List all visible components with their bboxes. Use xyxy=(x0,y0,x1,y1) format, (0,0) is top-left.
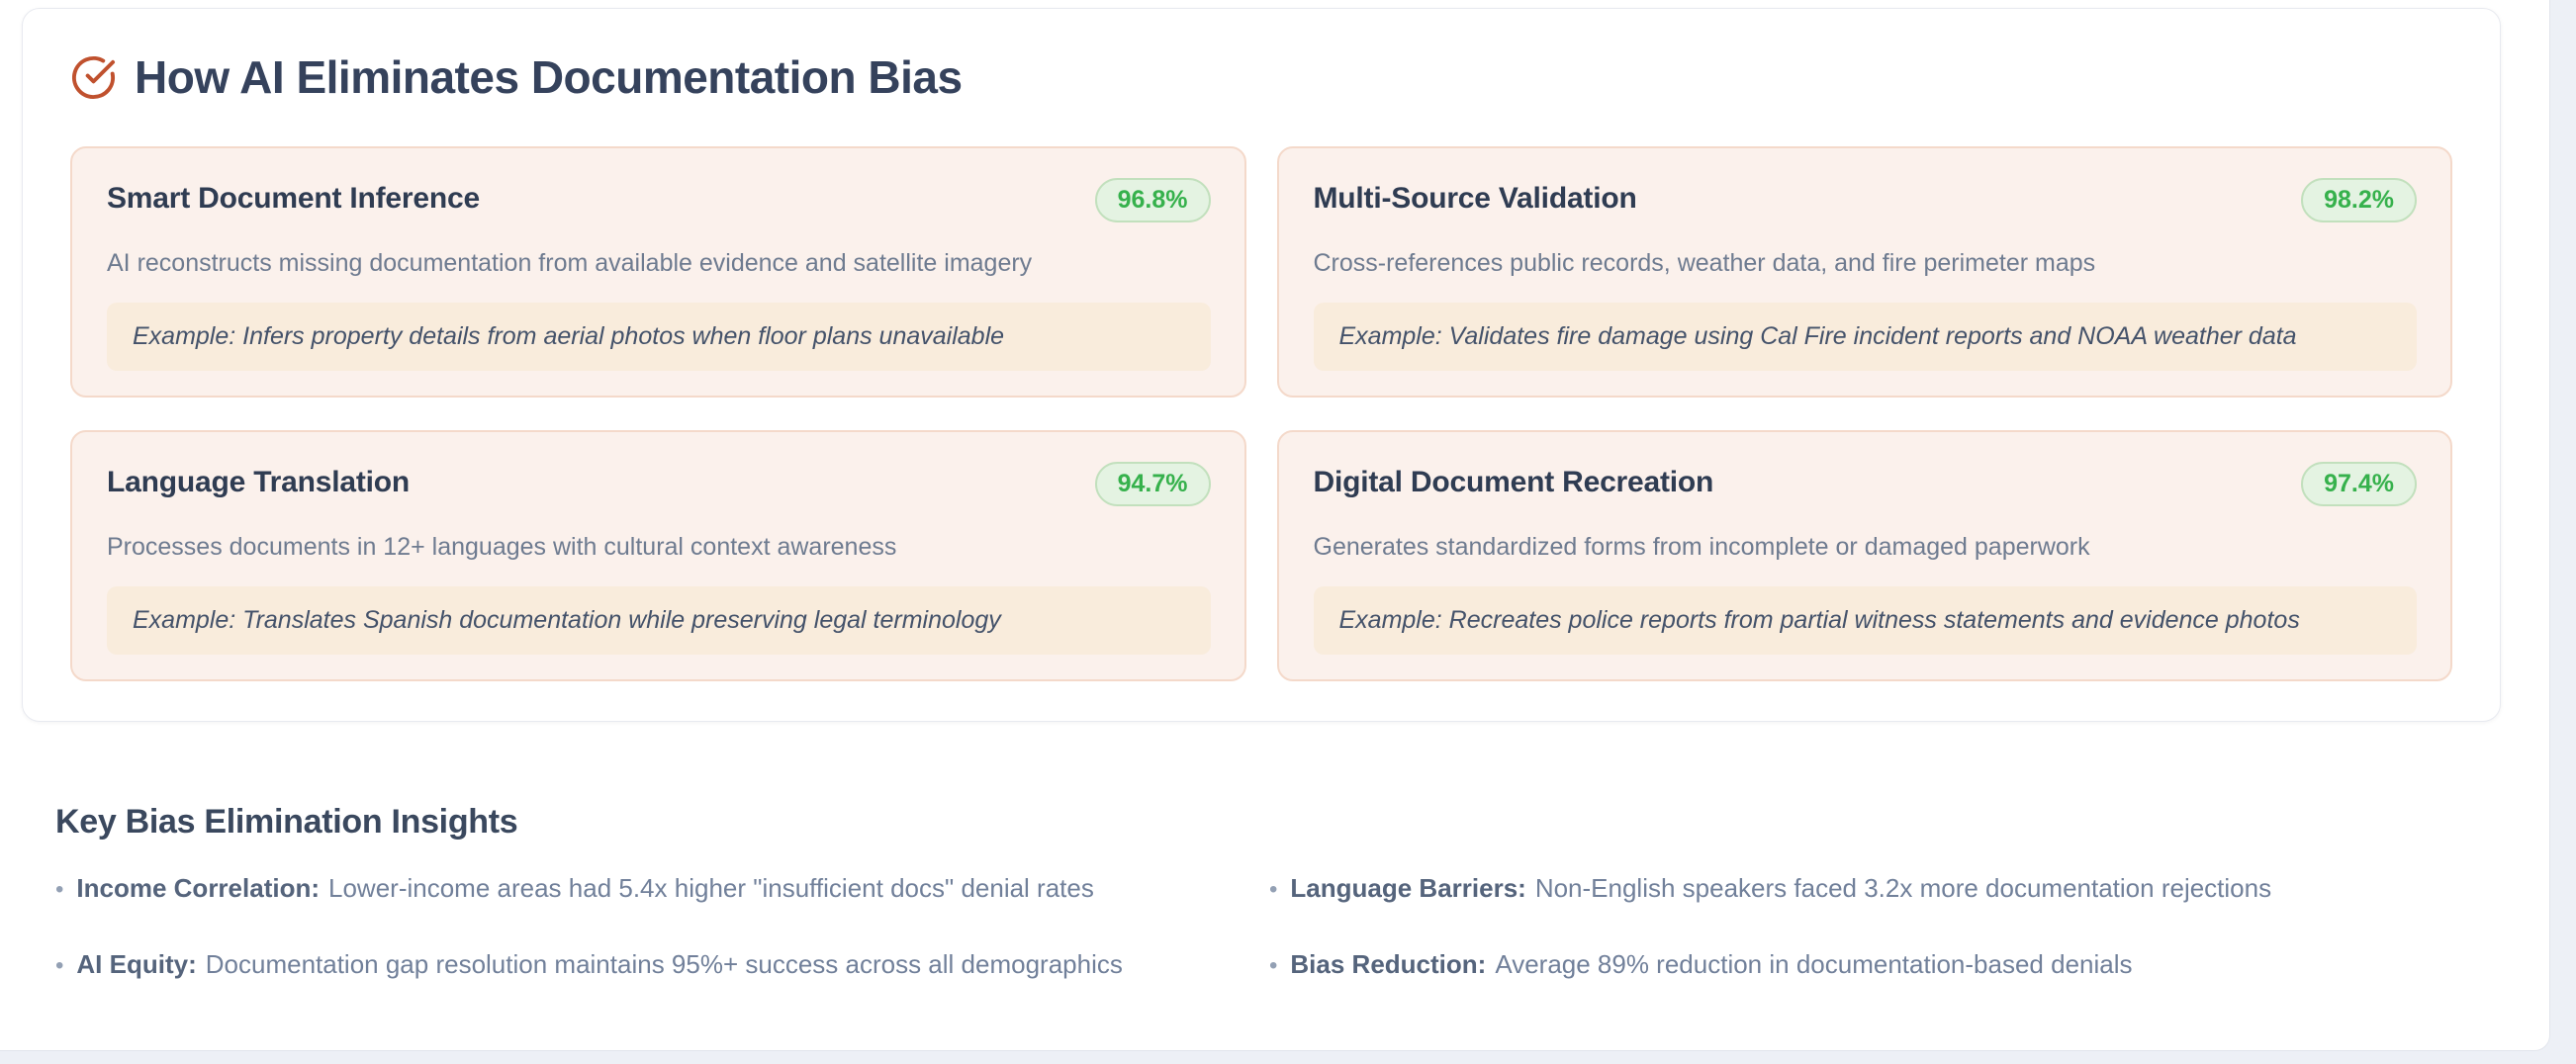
method-example: Example: Translates Spanish documentatio… xyxy=(107,586,1211,655)
method-description: Cross-references public records, weather… xyxy=(1313,249,2096,277)
method-example: Example: Infers property details from ae… xyxy=(107,303,1211,371)
method-title: Digital Document Recreation xyxy=(1313,466,1714,498)
method-card-digital-document-recreation: Digital Document Recreation 97.4% Genera… xyxy=(1276,430,2452,681)
insights-section: Key Bias Elimination Insights • Income C… xyxy=(55,803,2499,980)
bullet-icon: • xyxy=(55,952,64,979)
ai-bias-section-card: How AI Eliminates Documentation Bias Sma… xyxy=(22,8,2501,722)
bullet-icon: • xyxy=(55,876,64,903)
insight-label: Language Barriers: xyxy=(1290,873,1526,903)
insight-text: Non-English speakers faced 3.2x more doc… xyxy=(1534,873,2272,903)
insight-text: Documentation gap resolution maintains 9… xyxy=(205,949,1123,979)
insight-income-correlation: • Income Correlation: Lower-income areas … xyxy=(55,873,1269,904)
bullet-icon: • xyxy=(1269,876,1278,903)
insight-text: Average 89% reduction in documentation-b… xyxy=(1495,949,2133,979)
page-title: How AI Eliminates Documentation Bias xyxy=(135,51,963,103)
insight-label: Bias Reduction: xyxy=(1290,949,1487,979)
method-example: Example: Validates fire damage using Cal… xyxy=(1313,303,2417,371)
method-card-multi-source-validation: Multi-Source Validation 98.2% Cross-refe… xyxy=(1276,146,2452,398)
circle-check-icon xyxy=(70,54,117,101)
insight-label: Income Correlation: xyxy=(76,873,320,903)
insights-heading: Key Bias Elimination Insights xyxy=(55,803,518,841)
method-title: Multi-Source Validation xyxy=(1313,182,1637,215)
method-description: Generates standardized forms from incomp… xyxy=(1313,533,2090,561)
bullet-icon: • xyxy=(1269,952,1278,979)
insight-bias-reduction: • Bias Reduction: Average 89% reduction i… xyxy=(1269,949,2499,980)
method-example: Example: Recreates police reports from p… xyxy=(1313,586,2417,655)
accuracy-badge: 96.8% xyxy=(1094,178,1211,222)
accuracy-badge: 97.4% xyxy=(2301,462,2417,506)
insight-language-barriers: • Language Barriers: Non-English speakers… xyxy=(1269,873,2499,904)
method-title: Smart Document Inference xyxy=(107,182,480,215)
method-card-language-translation: Language Translation 94.7% Processes doc… xyxy=(70,430,1246,681)
insights-grid: • Income Correlation: Lower-income areas … xyxy=(55,873,2499,980)
method-title: Language Translation xyxy=(107,466,411,498)
methods-grid: Smart Document Inference 96.8% AI recons… xyxy=(70,146,2452,681)
section-header: How AI Eliminates Documentation Bias xyxy=(70,50,2452,104)
method-card-smart-document-inference: Smart Document Inference 96.8% AI recons… xyxy=(70,146,1246,398)
accuracy-badge: 98.2% xyxy=(2301,178,2417,222)
method-description: AI reconstructs missing documentation fr… xyxy=(107,249,1033,277)
accuracy-badge: 94.7% xyxy=(1094,462,1211,506)
insight-ai-equity: • AI Equity: Documentation gap resolution… xyxy=(55,949,1269,980)
insight-label: AI Equity: xyxy=(76,949,197,979)
insight-text: Lower-income areas had 5.4x higher "insu… xyxy=(328,873,1094,903)
method-description: Processes documents in 12+ languages wit… xyxy=(107,533,897,561)
